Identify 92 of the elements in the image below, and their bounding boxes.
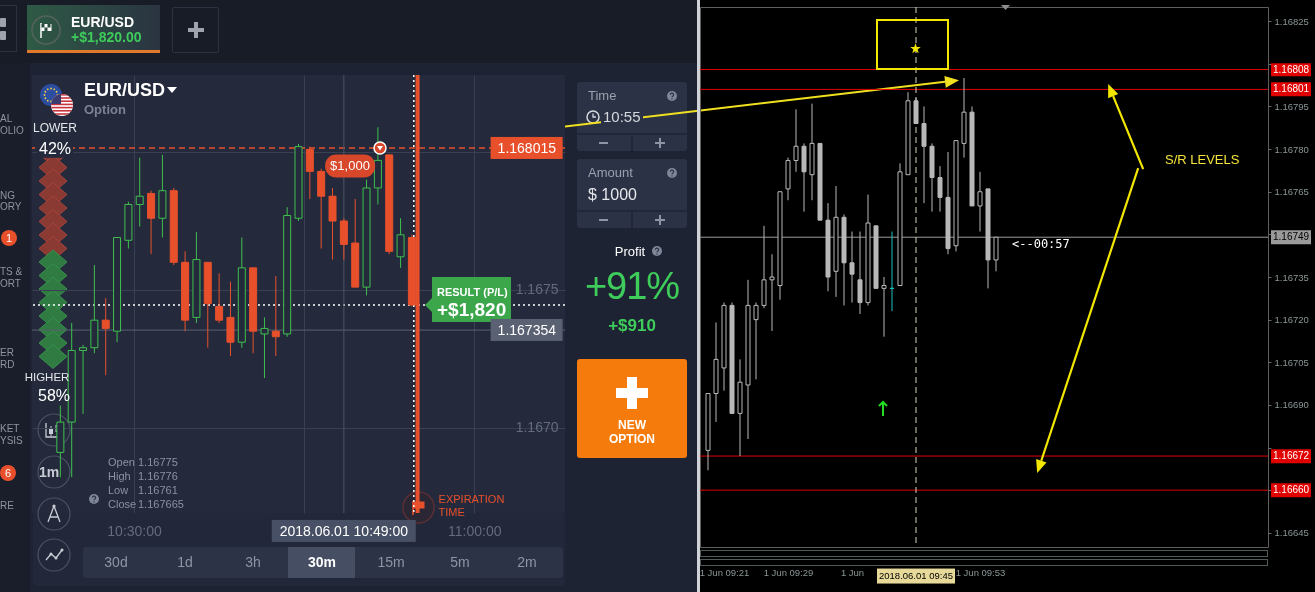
candlestick [993, 236, 999, 272]
ref-line-label: 2018.06.01 09:45 [877, 568, 955, 584]
annotation: S/R LEVELS [1165, 151, 1240, 168]
annotation: LOWER [32, 121, 78, 136]
text: 5m [450, 553, 470, 571]
candlestick [753, 302, 759, 380]
ref-line-label: 1.16672 [1271, 449, 1312, 463]
candlestick [135, 157, 144, 228]
y-tick-label: 1.16690 [1274, 399, 1309, 411]
x-tick-label: 1 Jun 09:53 [955, 566, 1006, 578]
annotation: +$1,820 [437, 299, 507, 321]
candlestick [396, 217, 405, 269]
candlestick [793, 108, 799, 173]
text: Option [84, 101, 126, 118]
text: NG [0, 190, 15, 202]
text: 30m [307, 553, 337, 571]
ref-line-label: 1.16808 [1271, 62, 1312, 77]
text: 6 [4, 466, 12, 480]
text: +$1,820.00 [71, 28, 142, 46]
x-tick-label: 1 Jun 09:29 [763, 566, 814, 578]
text: ER [0, 347, 14, 359]
candlestick [339, 217, 348, 261]
text: AL [0, 113, 13, 125]
annotation: $1,000 [325, 154, 375, 178]
text: 15m [377, 553, 405, 571]
candlestick [913, 97, 919, 125]
annotation: High 1.16776 [108, 469, 178, 483]
y-tick-label: 1.16645 [1274, 527, 1309, 539]
text: 1 [5, 231, 13, 245]
y-tick-label: 1.16705 [1274, 356, 1309, 368]
candlestick [937, 165, 943, 213]
annotation: Close 1.167665 [108, 497, 184, 511]
text: +91% [584, 265, 680, 309]
text: ORT [0, 278, 21, 290]
annotation: <--00:57 [1012, 237, 1070, 252]
ref-line-label: 1.16749 [1271, 230, 1312, 244]
annotation: 42% [36, 139, 74, 159]
text: EUR/USD [71, 13, 135, 31]
text: KET [0, 423, 20, 435]
annotation: RESULT (P/L) [437, 285, 508, 299]
chart-title: EUR/USD [84, 79, 166, 101]
candlestick [921, 105, 927, 204]
text: 1d [177, 553, 193, 571]
text: RE [0, 500, 14, 512]
y-tick-label: 1.1670 [515, 419, 559, 436]
x-tick-label: 11:00:00 [448, 522, 502, 539]
annotation: HIGHER [24, 371, 70, 385]
ref-line-label: EXPIRATION TIME [438, 493, 505, 519]
x-tick-label: 10:30:00 [107, 522, 163, 539]
x-tick-label: 1 Jun [840, 566, 865, 578]
candlestick [769, 253, 775, 332]
text: +$910 [608, 316, 656, 336]
candlestick [849, 231, 855, 304]
candlestick [881, 276, 887, 338]
candlestick [79, 344, 88, 415]
y-tick-label: 1.16765 [1274, 186, 1309, 198]
text: 2m [517, 553, 537, 571]
candlestick [271, 275, 280, 357]
y-tick-label: 1.16735 [1274, 271, 1309, 283]
text: OLIO [0, 125, 24, 137]
text: RD [0, 359, 15, 371]
annotation: Open 1.16775 [108, 455, 178, 469]
text: ORY [0, 201, 22, 213]
annotation: 58% [37, 386, 71, 406]
text: YSIS [0, 435, 23, 447]
text: Profit [614, 243, 646, 260]
ref-line-label: 2018.06.01 10:49:00 [271, 519, 417, 543]
text: 10:55 [601, 108, 643, 126]
y-tick-label: 1.16780 [1274, 143, 1309, 155]
y-tick-label: 1.16825 [1274, 15, 1309, 27]
text: $ 1000 [588, 185, 637, 205]
candlestick [857, 231, 863, 315]
text: 3h [245, 553, 261, 571]
text: 30d [104, 553, 128, 571]
ref-line-label: 1.16660 [1271, 483, 1312, 497]
ref-line-label: 1.16801 [1271, 82, 1312, 97]
ref-line-label: 1.168015 [490, 136, 563, 160]
candlestick [977, 171, 983, 233]
ref-line-label: 1.167354 [490, 319, 563, 342]
annotation: 1m [38, 463, 60, 481]
candlestick [101, 297, 110, 376]
y-tick-label: 1.1675 [515, 281, 559, 298]
annotation: Low 1.16761 [108, 483, 178, 497]
x-tick-label: 1 Jun 09:21 [699, 566, 750, 578]
text: TS & [0, 266, 23, 278]
text: NEW OPTION [608, 418, 656, 447]
candlestick [215, 272, 224, 324]
y-tick-label: 1.16720 [1274, 314, 1309, 326]
text: Time [588, 87, 617, 104]
candlestick [260, 316, 269, 379]
y-tick-label: 1.16795 [1274, 100, 1309, 112]
text: Amount [588, 164, 633, 181]
